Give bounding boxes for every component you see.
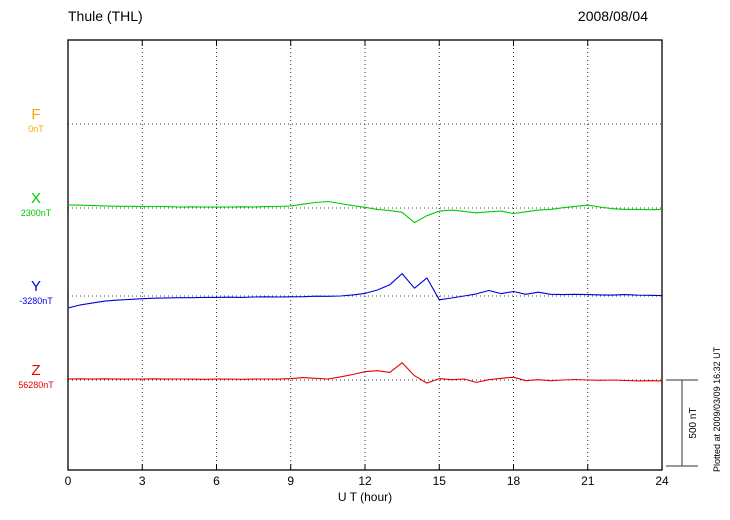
- x-tick-label: 21: [581, 474, 595, 488]
- plot-frame: [67, 39, 663, 471]
- x-tick-label: 24: [655, 474, 669, 488]
- page-title: Thule (THL): [68, 8, 143, 24]
- x-tick-label: 12: [358, 474, 372, 488]
- x-tick-label: 3: [138, 474, 146, 488]
- trace-label-F: F 0nT: [10, 106, 62, 135]
- trace-name-Z: Z: [31, 362, 41, 379]
- trace-name-X: X: [30, 190, 41, 207]
- x-tick-label: 9: [287, 474, 295, 488]
- trace-label-X: X 2300nT: [10, 190, 62, 219]
- trace-name-Y: Y: [30, 278, 41, 295]
- plotted-at-note: Plotted at 2009/03/09 16:32 UT: [712, 346, 722, 472]
- trace-label-Y: Y -3280nT: [10, 278, 62, 307]
- x-tick-label: 15: [432, 474, 446, 488]
- trace-X: [67, 200, 663, 224]
- trace-label-Z: Z 56280nT: [10, 362, 62, 391]
- x-tick-label: 18: [506, 474, 521, 488]
- trace-name-F: F: [31, 106, 41, 123]
- trace-baseline-X: 2300nT: [20, 208, 52, 218]
- trace-Z: [67, 362, 663, 384]
- scale-bar-label: 500 nT: [688, 407, 699, 439]
- x-tick-label: 0: [64, 474, 72, 488]
- trace-Y: [67, 273, 663, 309]
- trace-baseline-F: 0nT: [28, 124, 44, 134]
- x-tick-label: 6: [213, 474, 220, 488]
- x-axis-label: U T (hour): [337, 490, 393, 504]
- trace-baseline-Z: 56280nT: [18, 380, 54, 390]
- date-label: 2008/08/04: [577, 8, 648, 24]
- trace-baseline-Y: -3280nT: [19, 296, 53, 306]
